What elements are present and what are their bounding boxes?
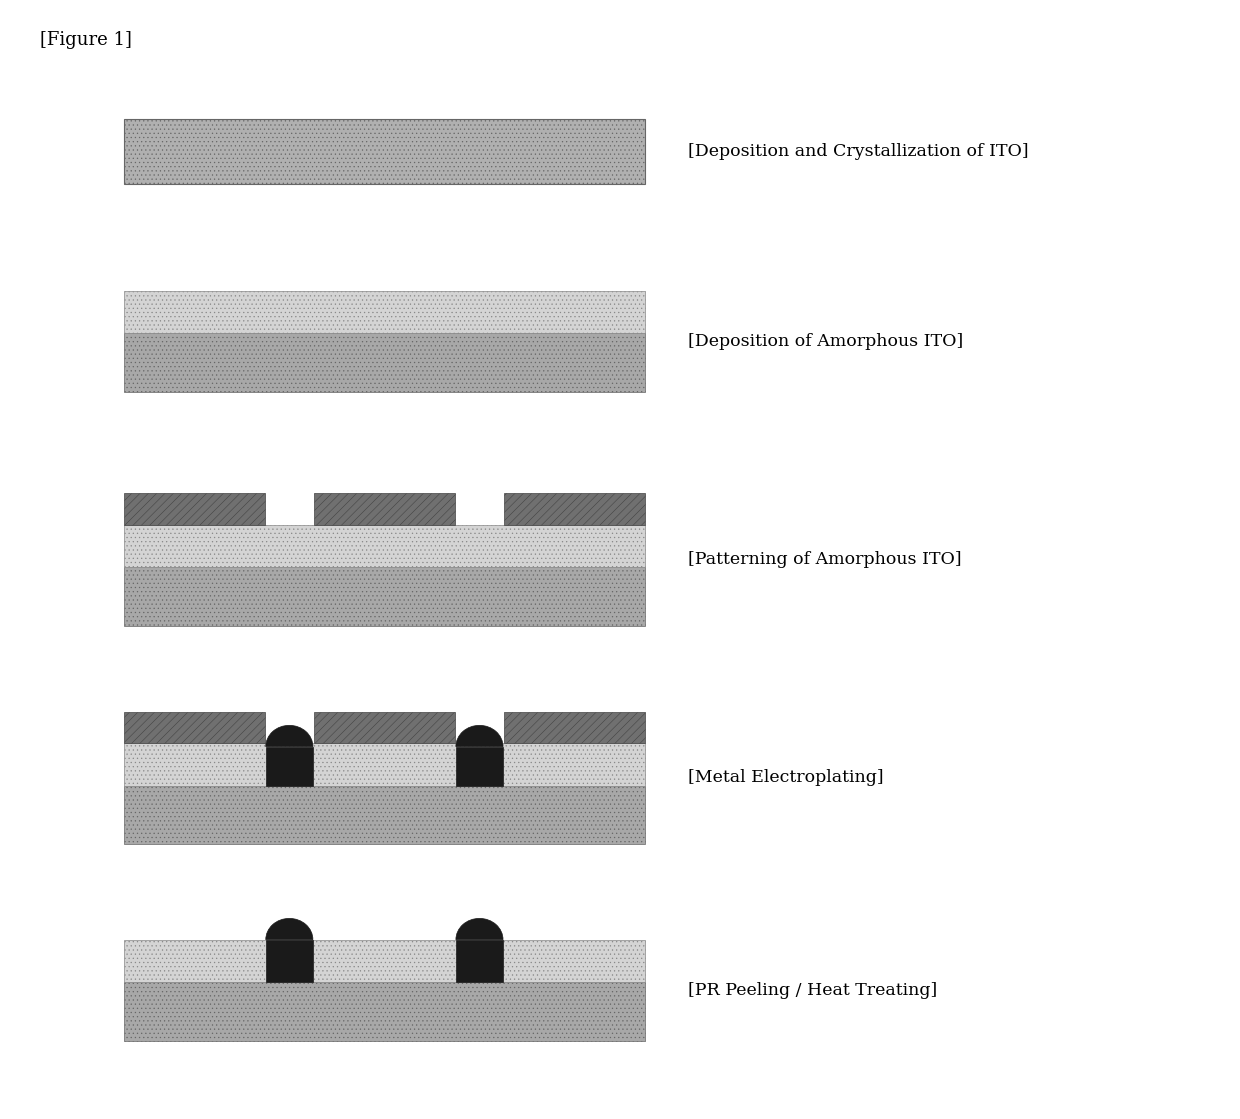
Bar xyxy=(124,119,645,184)
Bar xyxy=(124,940,645,982)
Bar xyxy=(265,940,312,982)
Text: [Patterning of Amorphous ITO]: [Patterning of Amorphous ITO] xyxy=(688,551,962,568)
Text: [Deposition and Crystallization of ITO]: [Deposition and Crystallization of ITO] xyxy=(688,142,1029,160)
Wedge shape xyxy=(265,725,312,746)
Bar xyxy=(456,940,503,982)
Bar xyxy=(124,712,264,743)
Text: [Deposition of Amorphous ITO]: [Deposition of Amorphous ITO] xyxy=(688,332,963,350)
Text: [Metal Electroplating]: [Metal Electroplating] xyxy=(688,769,884,787)
Bar xyxy=(456,746,503,786)
Bar xyxy=(314,493,455,525)
Wedge shape xyxy=(456,919,503,940)
Wedge shape xyxy=(456,725,503,746)
Bar xyxy=(124,743,645,786)
Bar xyxy=(124,525,645,567)
Bar xyxy=(265,746,312,786)
Bar xyxy=(314,712,455,743)
Bar xyxy=(124,982,645,1041)
Bar xyxy=(124,291,645,333)
Bar xyxy=(505,493,645,525)
Bar xyxy=(124,567,645,626)
Text: [Figure 1]: [Figure 1] xyxy=(40,31,131,49)
Text: [PR Peeling / Heat Treating]: [PR Peeling / Heat Treating] xyxy=(688,981,937,999)
Bar xyxy=(124,333,645,392)
Wedge shape xyxy=(265,919,312,940)
Bar xyxy=(505,712,645,743)
Bar xyxy=(124,786,645,844)
Bar xyxy=(124,493,264,525)
